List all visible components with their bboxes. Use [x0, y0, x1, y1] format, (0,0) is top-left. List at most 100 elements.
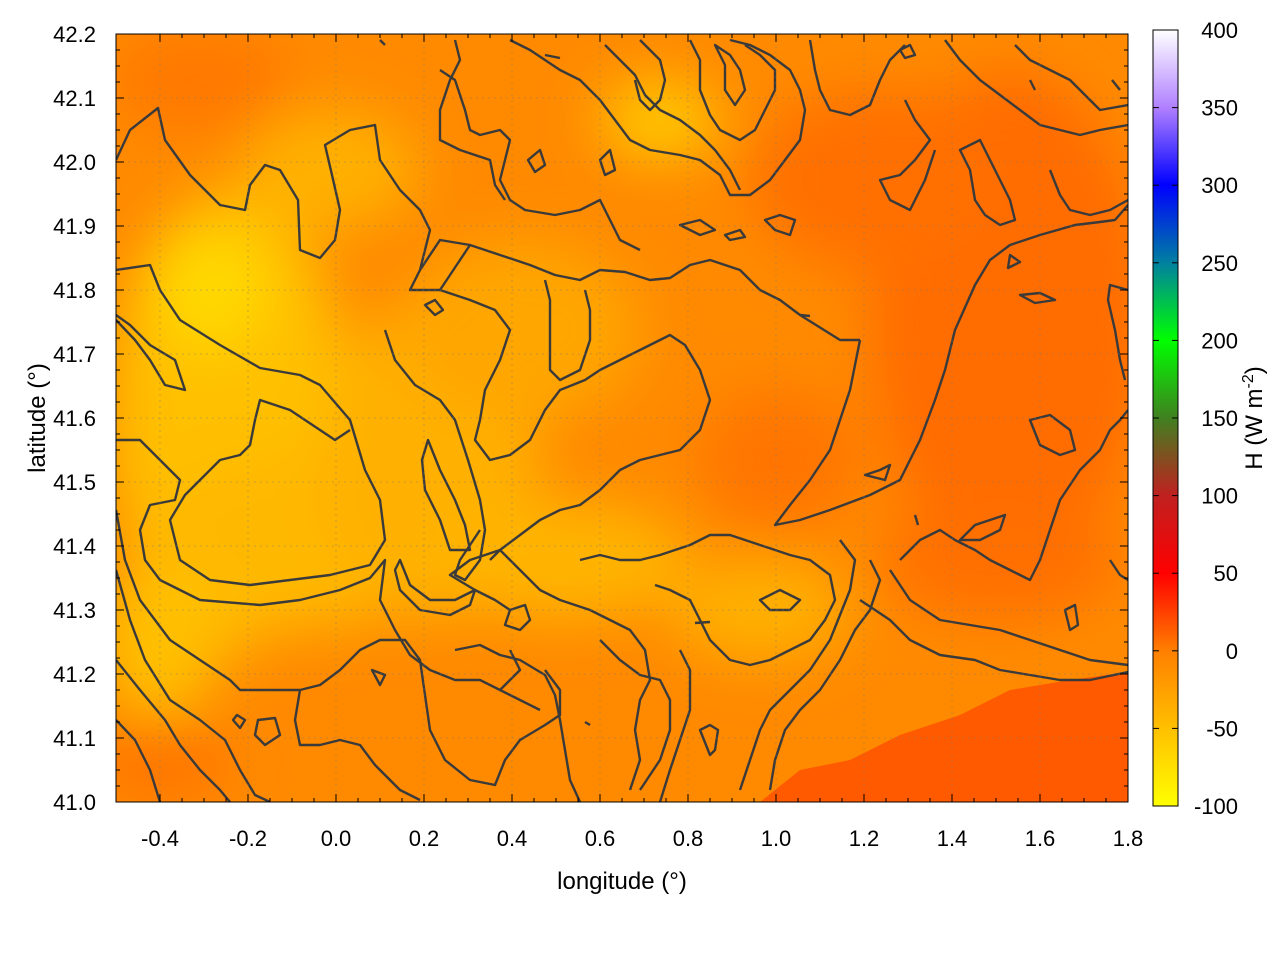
heat-blob: [116, 34, 290, 130]
colorbar-title: H (W m-2): [1240, 366, 1268, 470]
x-tick-label: 1.0: [761, 826, 792, 851]
contour-line: [889, 569, 1128, 667]
contour-line: [419, 238, 471, 271]
heat-blob: [116, 560, 220, 720]
contour-lines: [116, 38, 1128, 802]
contour-line: [1014, 44, 1128, 112]
contour-line: [253, 716, 282, 747]
contour-line: [763, 213, 797, 237]
contour-line: [604, 44, 742, 191]
x-tick-label: 0.8: [673, 826, 704, 851]
contour-line: [1048, 169, 1128, 217]
y-tick-labels: 41.0 41.1 41.2 41.3 41.4 41.5 41.6 41.7 41.8 41.9…: [53, 22, 96, 815]
contour-line: [1028, 79, 1037, 91]
contour-line: [116, 314, 187, 392]
plot-area: -0.4 -0.2 0.0 0.2 0.4 0.6 0.8 1.0 1.2 1.4 1.6 1.8 4…: [24, 22, 1143, 895]
colorbar-tick-label: 200: [1201, 328, 1238, 353]
heat-blob: [150, 230, 270, 350]
x-tick-label: 0.2: [409, 826, 440, 851]
contour-line: [293, 689, 421, 802]
y-tick-label: 41.0: [53, 790, 96, 815]
tick-marks: [116, 33, 1129, 803]
heatmap-blobs: [116, 34, 1128, 800]
y-tick-label: 41.6: [53, 406, 96, 431]
x-tick-label: -0.4: [141, 826, 179, 851]
contour-line: [944, 39, 1128, 137]
contour-line: [878, 99, 937, 212]
contour-line: [439, 69, 641, 252]
contour-line: [116, 569, 271, 802]
contour-line: [1028, 413, 1077, 457]
y-tick-label: 41.7: [53, 342, 96, 367]
colorbar-tick-label: 100: [1201, 484, 1238, 509]
y-axis-title: latitude (°): [24, 363, 51, 473]
colorbar-title-main: H (W m: [1241, 388, 1268, 469]
contour-line: [958, 138, 1017, 227]
contour-line: [438, 39, 506, 201]
contour-line: [543, 279, 592, 382]
contour-line: [116, 106, 860, 342]
colorbar-title-sup: -2: [1240, 374, 1257, 388]
sea-region: [760, 672, 1128, 802]
y-tick-label: 41.8: [53, 278, 96, 303]
contour-line: [423, 298, 445, 317]
contour-line: [544, 53, 561, 60]
contour-line: [808, 39, 906, 117]
contour-line: [713, 43, 747, 107]
colorbar-tick-label: 50: [1214, 561, 1238, 586]
contour-line: [678, 218, 717, 237]
contour-line: [116, 438, 522, 692]
contour-line: [1111, 79, 1121, 91]
contour-line: [688, 39, 777, 142]
contour-line: [116, 509, 562, 787]
contour-line: [420, 438, 472, 552]
contour-line: [526, 148, 547, 174]
contour-line: [633, 39, 667, 112]
contour-line: [370, 668, 387, 687]
y-tick-label: 41.1: [53, 726, 96, 751]
heat-blob: [116, 720, 230, 800]
x-tick-labels: -0.4 -0.2 0.0 0.2 0.4 0.6 0.8 1.0 1.2 1.4 1.6 1.8: [141, 826, 1143, 851]
x-tick-label: 1.6: [1025, 826, 1056, 851]
contour-line: [698, 723, 720, 757]
x-tick-label: 1.4: [937, 826, 968, 851]
colorbar-tick-label: 150: [1201, 406, 1238, 431]
colorbar-tick-label: 250: [1201, 251, 1238, 276]
contour-line: [859, 599, 1128, 682]
y-tick-label: 41.9: [53, 214, 96, 239]
contour-line: [898, 43, 917, 60]
y-tick-label: 41.4: [53, 534, 96, 559]
x-tick-label: 1.8: [1113, 826, 1144, 851]
heatmap-field: [116, 34, 1128, 802]
contour-line: [1106, 283, 1128, 381]
contour-line: [499, 688, 541, 712]
contour-line: [579, 533, 837, 667]
colorbar: 400 350 300 250 200 150 100 50 0 -50 -100 H (W m-2…: [1152, 18, 1268, 819]
x-tick-label: 0.6: [585, 826, 616, 851]
contour-line: [439, 288, 712, 561]
contour-line: [738, 539, 857, 791]
colorbar-tick-label: 0: [1226, 639, 1238, 664]
contour-line: [899, 409, 1128, 582]
contour-line: [863, 463, 892, 482]
contour-line: [379, 39, 386, 46]
heat-blob: [700, 390, 860, 530]
contour-line: [658, 649, 692, 802]
plot-frame: [115, 33, 1129, 803]
x-tick-label: 0.4: [497, 826, 528, 851]
contour-line: [1063, 603, 1080, 632]
contour-line: [116, 659, 231, 802]
y-tick-label: 42.2: [53, 22, 96, 47]
contour-line: [1018, 291, 1057, 305]
y-tick-label: 41.5: [53, 470, 96, 495]
contour-line: [1006, 253, 1022, 270]
contour-line: [503, 603, 532, 632]
contour-line: [694, 620, 711, 625]
contour-line: [758, 588, 802, 612]
y-tick-label: 42.1: [53, 86, 96, 111]
contour-line: [723, 228, 747, 242]
x-tick-label: 1.2: [849, 826, 880, 851]
contour-line: [231, 713, 247, 730]
colorbar-tick-label: 300: [1201, 173, 1238, 198]
